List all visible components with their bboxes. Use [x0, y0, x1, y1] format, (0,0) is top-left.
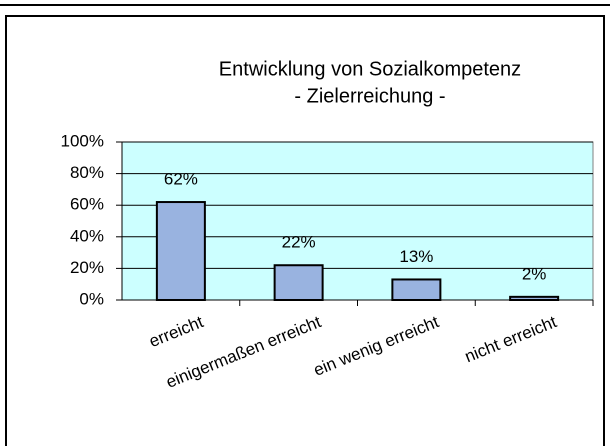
- bar: [155, 201, 206, 301]
- y-tick-label: 40%: [70, 226, 104, 245]
- y-tick-label: 60%: [70, 195, 104, 214]
- y-tick-label: 80%: [70, 163, 104, 182]
- chart-title: Entwicklung von Sozialkompetenz: [219, 58, 521, 80]
- bar: [391, 278, 442, 301]
- value-label: 13%: [399, 247, 433, 266]
- bar: [273, 264, 324, 301]
- value-label: 22%: [282, 233, 316, 252]
- chart-subtitle: - Zielerreichung -: [294, 85, 445, 107]
- y-tick-label: 20%: [70, 258, 104, 277]
- value-label: 2%: [522, 264, 547, 283]
- value-label: 62%: [164, 170, 198, 189]
- y-tick-label: 100%: [61, 131, 104, 150]
- bar: [509, 295, 560, 301]
- y-tick-label: 0%: [79, 289, 104, 308]
